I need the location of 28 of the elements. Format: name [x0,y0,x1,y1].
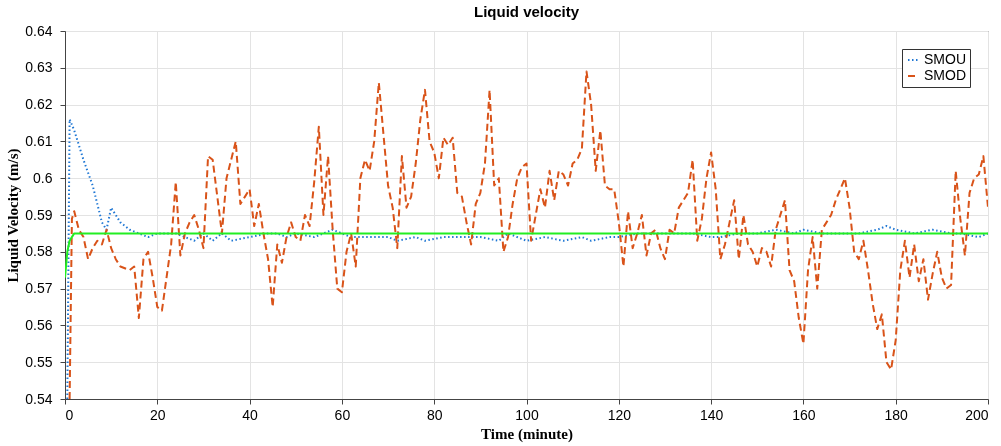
y-axis-title: Liquid Velocity (m/s) [5,148,23,283]
x-tick-label: 160 [792,406,816,423]
x-tick-label: 100 [515,406,539,423]
y-tick-label: 0.61 [25,132,53,149]
x-tick-label: 80 [426,406,443,423]
line-series [65,232,988,279]
legend-label: SMOD [924,67,966,83]
y-tick-label: 0.64 [25,22,53,39]
y-tick-label: 0.54 [25,390,53,407]
y-tick-label: 0.62 [25,96,53,113]
y-tick-label: 0.55 [25,353,53,370]
x-tick-label: 140 [699,406,724,423]
x-axis-title: Time (minute) [481,425,573,443]
y-tick-label: 0.6 [33,169,53,186]
y-tick-label: 0.58 [25,243,53,260]
y-tick-label: 0.57 [25,280,53,297]
x-tick-label: 120 [607,406,632,423]
y-tick-label: 0.56 [25,316,53,333]
x-tick-label: 20 [150,406,166,423]
x-tick-label: 0 [65,406,74,423]
y-tick-label: 0.59 [25,206,53,223]
legend-label: SMOU [924,51,966,67]
chart-title: Liquid velocity [473,3,580,20]
x-tick-label: 60 [334,406,351,423]
y-tick-label: 0.63 [25,59,53,76]
x-tick-label: 180 [884,406,909,423]
x-tick-label: 40 [242,406,259,423]
x-tick-label: 200 [965,406,989,423]
